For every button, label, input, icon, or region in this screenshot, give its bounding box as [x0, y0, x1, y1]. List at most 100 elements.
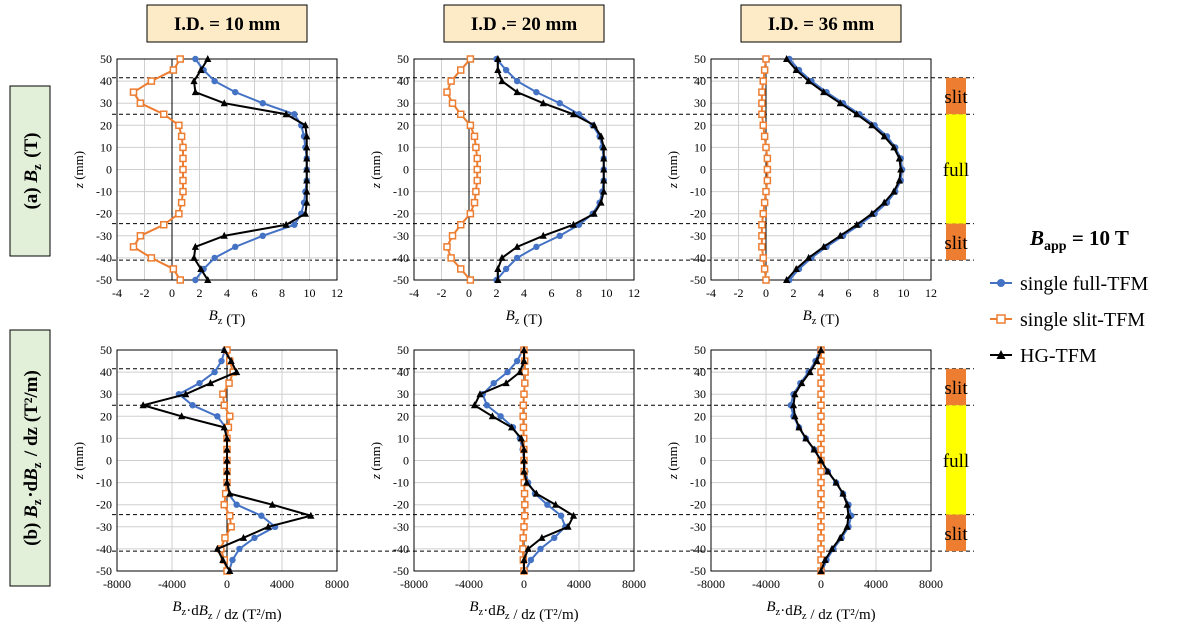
data-point — [817, 434, 825, 443]
y-tick-label: 20 — [397, 409, 409, 423]
y-tick-label: -30 — [393, 229, 409, 243]
data-point — [520, 390, 528, 398]
data-point — [226, 489, 234, 497]
data-point — [569, 110, 578, 118]
x-tick-label: -2 — [734, 286, 744, 300]
y-tick-label: 20 — [100, 409, 112, 423]
data-point — [843, 500, 851, 508]
data-point — [758, 88, 766, 96]
x-tick-label: 0 — [224, 577, 230, 591]
data-point — [520, 467, 528, 475]
data-point — [227, 523, 235, 531]
data-point — [556, 100, 563, 107]
data-point — [564, 522, 572, 530]
data-point — [136, 99, 145, 107]
data-point — [760, 66, 769, 74]
x-tick-label: 0 — [466, 286, 472, 300]
data-point — [890, 187, 898, 195]
data-point — [179, 176, 187, 185]
data-point — [532, 489, 540, 497]
data-point — [169, 265, 178, 273]
axis-sub: z — [812, 316, 817, 327]
data-point — [220, 99, 228, 107]
row-text: / dz (T²/m) — [21, 370, 42, 461]
data-point — [457, 110, 465, 118]
data-point — [817, 534, 825, 542]
data-point — [220, 423, 228, 431]
y-tick-label: -10 — [393, 476, 409, 490]
y-tick-label: 10 — [397, 140, 409, 154]
y-tick-label: 0 — [700, 163, 706, 177]
y-tick-label: -40 — [96, 251, 112, 265]
data-point — [191, 242, 199, 250]
y-tick-label: -20 — [393, 498, 409, 512]
data-point — [447, 77, 455, 85]
data-point — [517, 434, 525, 442]
data-point — [880, 198, 888, 206]
data-point — [557, 512, 565, 519]
data-point — [227, 357, 235, 365]
y-tick-label: -10 — [690, 476, 706, 490]
data-point — [190, 77, 198, 85]
data-point — [466, 55, 475, 63]
data-point — [448, 232, 457, 240]
row-text: (a) — [21, 183, 42, 210]
data-point — [600, 154, 608, 162]
column-header-box — [146, 4, 308, 43]
y-axis-unit: (mm) — [665, 442, 680, 474]
y-axis-var: z — [368, 474, 383, 480]
data-point — [136, 232, 145, 240]
data-point — [221, 534, 229, 542]
y-tick-label: 10 — [694, 140, 706, 154]
data-point — [820, 88, 828, 96]
zone-bar — [946, 368, 966, 406]
x-tick-label: 4 — [818, 286, 824, 300]
data-point — [516, 368, 524, 376]
y-tick-label: -40 — [393, 542, 409, 556]
data-point — [791, 412, 799, 420]
chart-panel: -50 -40 -30 -20 -10 0 10 20 30 40 50 -8000 -4000 0 400… — [368, 343, 646, 623]
data-point — [760, 132, 769, 141]
data-point — [498, 77, 506, 85]
y-axis-var: z — [665, 474, 680, 480]
chart-panel: -50 -40 -30 -20 -10 0 10 20 30 40 50 -8000 -4000 0 400… — [71, 343, 349, 623]
row-label-b: (b) Bz ·dBz / dz (T²/m) — [9, 329, 51, 587]
legend-marker — [997, 279, 1005, 287]
data-point — [211, 368, 218, 376]
data-point — [473, 154, 481, 163]
x-tick-label: -8000 — [697, 577, 725, 591]
x-tick-label: 0 — [169, 286, 175, 300]
data-point — [239, 533, 248, 541]
data-point — [189, 402, 196, 409]
data-point — [539, 99, 547, 107]
data-point — [448, 99, 457, 107]
y-tick-label: 10 — [397, 431, 409, 445]
axis-var: B — [506, 308, 515, 324]
data-point — [520, 489, 529, 498]
zone-bar — [946, 405, 966, 515]
y-axis-var: z — [71, 474, 86, 480]
data-point — [817, 423, 825, 432]
x-tick-label: 12 — [925, 286, 937, 300]
x-tick-label: 8 — [873, 286, 879, 300]
data-point — [897, 165, 905, 173]
data-point — [211, 254, 218, 262]
data-point — [805, 77, 813, 85]
legend-entry: HG-TFM — [990, 345, 1097, 367]
data-point — [519, 545, 527, 553]
data-point — [521, 379, 529, 387]
data-point — [447, 254, 455, 262]
data-point — [470, 132, 479, 141]
data-point — [836, 533, 844, 541]
y-tick-label: 50 — [397, 343, 409, 357]
data-point — [457, 221, 465, 229]
y-axis-label: z (mm) — [665, 442, 680, 480]
data-point — [600, 187, 608, 195]
axis-var: B — [803, 308, 812, 324]
data-point — [169, 66, 178, 74]
data-point — [817, 390, 825, 398]
y-tick-label: -40 — [690, 251, 706, 265]
data-point — [538, 533, 546, 541]
row-var: B — [21, 505, 42, 519]
row-label-box — [9, 85, 51, 257]
